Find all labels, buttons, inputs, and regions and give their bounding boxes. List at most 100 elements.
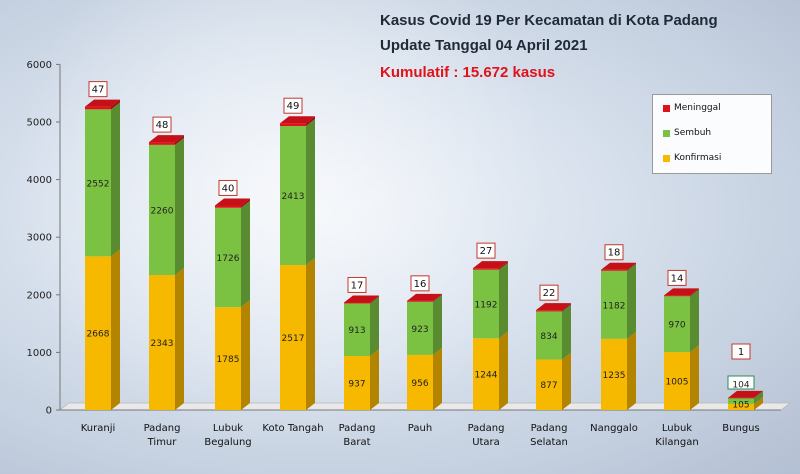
bar-meninggal [149,142,175,145]
data-label-meninggal: 40 [222,183,235,194]
bar-side-sembuh [562,304,571,360]
data-label-konfirmasi: 2668 [87,330,110,340]
data-label-konfirmasi: 2343 [151,339,174,349]
x-tick-label: Utara [472,437,500,448]
bar-top-meninggal [473,261,508,269]
legend-item-meninggal: Meninggal [663,103,721,114]
legend-label-sembuh: Sembuh [674,128,712,138]
bar-top-meninggal [407,293,442,301]
bar-side-meninggal [754,390,763,398]
y-tick-label: 5000 [27,118,52,129]
bar-sembuh [85,109,111,257]
data-label-meninggal: 16 [414,279,427,290]
x-tick-label: Lubuk [213,423,243,434]
x-tick-label: Padang [144,423,181,434]
bar-side-sembuh [111,102,120,257]
y-tick-label: 0 [46,406,52,417]
data-label-sembuh: 1182 [603,301,626,311]
data-label-box-meninggal [476,242,496,259]
bar-side-sembuh [306,119,315,266]
data-label-konfirmasi: 877 [540,381,557,391]
bar-sembuh [473,269,499,339]
bar-sembuh [149,144,175,276]
chart-subtitle: Update Tanggal 04 April 2021 [380,37,588,54]
data-label-box-meninggal [539,284,559,301]
bar-side-sembuh [241,200,250,308]
bar-sembuh [280,126,306,266]
legend-item-konfirmasi: Konfirmasi [663,153,721,164]
bar-konfirmasi [215,307,241,410]
data-label-meninggal: 22 [543,288,556,299]
bar-side-meninggal [175,135,184,145]
x-tick-label: Begalung [204,437,251,448]
data-label-meninggal: 14 [671,273,684,284]
legend-swatch-konfirmasi [663,154,670,162]
x-tick-label: Padang [468,423,505,434]
x-tick-label: Kuranji [81,423,116,434]
bar-konfirmasi [280,265,306,410]
bar-side-meninggal [111,99,120,110]
y-tick-label: 2000 [27,290,52,301]
data-label-box-meninggal [667,269,687,286]
bar-top-meninggal [149,135,184,143]
x-tick-label: Barat [343,437,370,448]
x-tick-label: Lubuk [662,423,692,434]
data-label-konfirmasi: 2517 [282,334,305,344]
bar-konfirmasi [664,352,690,410]
bar-side-sembuh [754,390,763,404]
data-label-box-meninggal [218,179,238,196]
legend-swatch-sembuh [663,129,670,137]
bar-konfirmasi [344,356,370,410]
bar-konfirmasi [473,338,499,410]
x-tick-label: Koto Tangah [262,423,323,434]
bar-side-konfirmasi [499,331,508,410]
data-label-box-meninggal [283,97,303,114]
legend-label-meninggal: Meninggal [674,103,721,113]
y-tick-label: 4000 [27,175,52,186]
data-label-box-meninggal [347,276,367,293]
data-label-box-sembuh [727,375,755,390]
x-tick-label: Kilangan [655,437,698,448]
bar-top-meninggal [85,99,120,107]
bar-sembuh [407,301,433,355]
bar-meninggal [215,205,241,208]
x-tick-label: Nanggalo [590,423,638,434]
bar-konfirmasi [407,354,433,410]
x-tick-label: Timur [147,437,178,448]
bar-side-konfirmasi [754,396,763,410]
bar-meninggal [280,123,306,127]
data-label-box-meninggal [604,244,624,261]
data-label-meninggal: 48 [156,120,169,131]
bar-side-meninggal [690,288,699,297]
x-tick-label: Padang [339,423,376,434]
bar-side-konfirmasi [111,249,120,410]
bar-side-konfirmasi [627,331,636,410]
data-label-meninggal: 1 [738,347,744,358]
bar-sembuh [344,303,370,357]
bar-sembuh [601,270,627,339]
legend-label-konfirmasi: Konfirmasi [674,153,722,163]
bar-sembuh [728,397,754,404]
bar-konfirmasi [149,275,175,410]
data-label-sembuh: 104 [732,381,749,391]
bar-konfirmasi [728,403,754,410]
data-label-sembuh: 1192 [475,301,498,311]
bar-top-meninggal [664,288,699,296]
bar-meninggal [407,300,433,302]
data-label-sembuh: 2552 [87,179,110,189]
bar-side-meninggal [433,293,442,302]
bar-top-meninggal [601,262,636,270]
x-tick-label: Pauh [408,423,432,434]
bar-konfirmasi [601,338,627,410]
data-label-konfirmasi: 105 [732,401,749,411]
data-label-sembuh: 923 [411,325,428,335]
bar-sembuh [536,311,562,360]
bar-side-sembuh [433,294,442,355]
bar-meninggal [473,268,499,270]
chart-title: Kasus Covid 19 Per Kecamatan di Kota Pad… [380,12,718,29]
data-label-meninggal: 27 [480,246,493,257]
data-label-sembuh: 1726 [217,254,240,264]
bar-side-meninggal [306,116,315,127]
bar-meninggal [536,310,562,312]
